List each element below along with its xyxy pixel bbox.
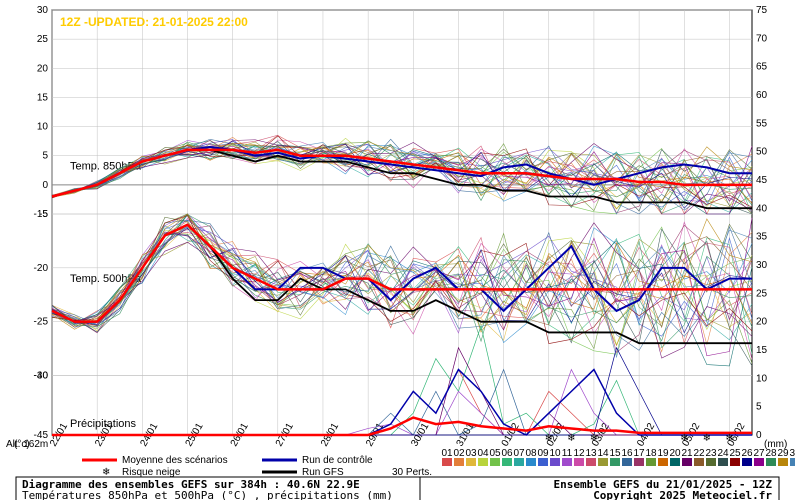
svg-text:❄: ❄ [102, 467, 110, 478]
svg-text:20: 20 [669, 448, 681, 459]
svg-text:❄: ❄ [545, 433, 553, 444]
svg-text:03: 03 [465, 448, 477, 459]
svg-text:0: 0 [756, 430, 762, 441]
ensemble-plot: 22/0123/0124/0125/0126/0127/0128/0129/01… [0, 0, 795, 500]
svg-text:26: 26 [741, 448, 753, 459]
svg-text:❄: ❄ [590, 433, 598, 444]
svg-text:02: 02 [453, 448, 465, 459]
svg-text:❄: ❄ [703, 433, 711, 444]
svg-text:20: 20 [756, 317, 768, 328]
svg-text:15: 15 [609, 448, 621, 459]
svg-text:75: 75 [756, 5, 768, 16]
svg-text:12: 12 [573, 448, 585, 459]
svg-text:14: 14 [597, 448, 609, 459]
svg-text:28: 28 [765, 448, 777, 459]
svg-text:Alt. 162m: Alt. 162m [6, 439, 48, 450]
svg-text:-20: -20 [34, 263, 49, 274]
svg-text:01: 01 [441, 448, 453, 459]
svg-text:Moyenne des scénarios: Moyenne des scénarios [122, 455, 228, 466]
svg-text:20: 20 [37, 63, 49, 74]
svg-text:10: 10 [37, 122, 49, 133]
svg-text:-15: -15 [34, 209, 49, 220]
svg-text:40: 40 [756, 203, 768, 214]
svg-text:Risque neige: Risque neige [122, 467, 181, 478]
svg-text:45: 45 [756, 175, 768, 186]
svg-text:65: 65 [756, 62, 768, 73]
svg-text:23: 23 [705, 448, 717, 459]
svg-text:05: 05 [489, 448, 501, 459]
svg-text:55: 55 [756, 118, 768, 129]
svg-text:❄: ❄ [725, 433, 733, 444]
svg-text:21: 21 [681, 448, 693, 459]
svg-text:04: 04 [477, 448, 489, 459]
svg-text:10: 10 [549, 448, 561, 459]
svg-text:50: 50 [756, 147, 768, 158]
svg-text:-25: -25 [34, 317, 49, 328]
svg-text:19: 19 [657, 448, 669, 459]
svg-text:22: 22 [693, 448, 705, 459]
svg-text:30: 30 [37, 5, 49, 16]
svg-text:5: 5 [42, 151, 48, 162]
svg-text:08: 08 [525, 448, 537, 459]
svg-text:35: 35 [756, 232, 768, 243]
svg-text:06: 06 [501, 448, 513, 459]
svg-text:13: 13 [585, 448, 597, 459]
svg-text:15: 15 [756, 345, 768, 356]
svg-text:07: 07 [513, 448, 525, 459]
svg-text:Copyright 2025 Meteociel.fr: Copyright 2025 Meteociel.fr [593, 489, 772, 500]
svg-text:Températures 850hPa et 500hPa: Températures 850hPa et 500hPa (°C) , pré… [22, 489, 393, 500]
svg-text:25: 25 [729, 448, 741, 459]
svg-text:09: 09 [537, 448, 549, 459]
svg-text:❄: ❄ [680, 433, 688, 444]
svg-text:60: 60 [756, 90, 768, 101]
svg-text:18: 18 [645, 448, 657, 459]
svg-text:25: 25 [756, 288, 768, 299]
svg-text:10: 10 [756, 373, 768, 384]
svg-text:15: 15 [37, 92, 49, 103]
svg-text:29: 29 [777, 448, 789, 459]
svg-text:-40: -40 [34, 371, 49, 382]
svg-text:16: 16 [621, 448, 633, 459]
svg-text:24: 24 [717, 448, 729, 459]
svg-text:11: 11 [562, 448, 573, 459]
svg-text:5: 5 [756, 402, 762, 413]
svg-text:17: 17 [633, 448, 645, 459]
svg-text:Précipitations: Précipitations [70, 418, 137, 430]
svg-text:70: 70 [756, 33, 768, 44]
svg-text:27: 27 [753, 448, 765, 459]
svg-text:30 Perts.: 30 Perts. [392, 467, 432, 478]
svg-text:30: 30 [789, 448, 795, 459]
svg-text:Run de contrôle: Run de contrôle [302, 455, 373, 466]
svg-text:25: 25 [37, 34, 49, 45]
svg-text:0: 0 [42, 180, 48, 191]
svg-text:❄: ❄ [567, 433, 575, 444]
svg-text:Run GFS: Run GFS [302, 467, 344, 478]
svg-text:30: 30 [756, 260, 768, 271]
svg-text:12Z -UPDATED: 21-01-2025 22:: 12Z -UPDATED: 21-01-2025 22:00 [60, 15, 248, 29]
